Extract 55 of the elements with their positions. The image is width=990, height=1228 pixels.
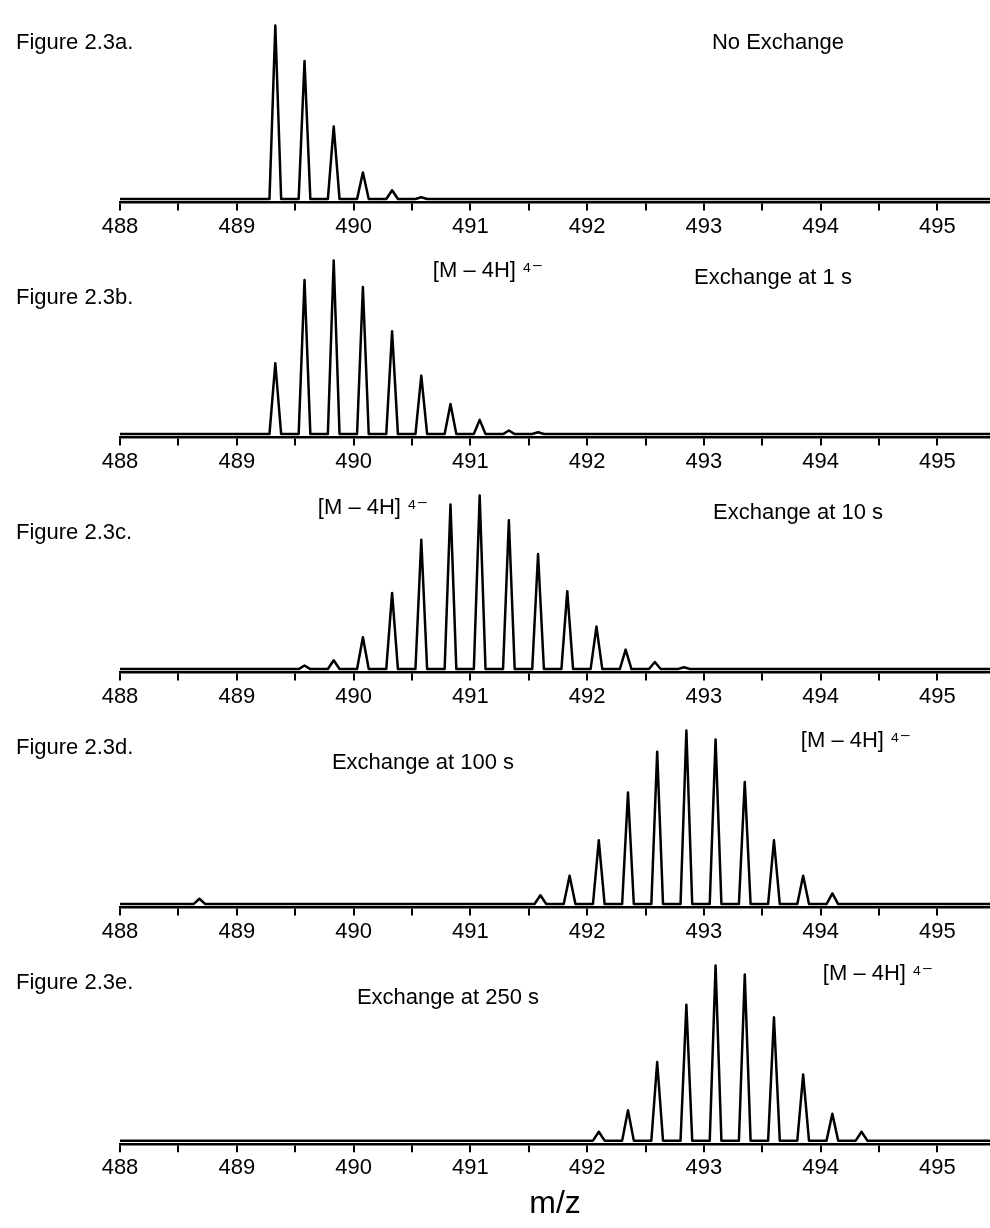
x-axis-title: m/z	[529, 1183, 581, 1220]
chart-subtitle: Exchange at 10 s	[712, 499, 884, 525]
x-tick-label: 492	[568, 447, 606, 473]
x-tick-label: 494	[802, 682, 840, 708]
x-tick-label: 490	[335, 447, 372, 473]
x-tick-label: 493	[685, 212, 723, 238]
annotation: [M – 4H] ⁴⁻	[432, 257, 544, 283]
x-tick-label: 492	[568, 917, 606, 943]
x-tick-label: 491	[451, 917, 489, 943]
text: Exchange at 100 s	[331, 749, 515, 775]
chart-subtitle: Exchange at 1 s	[694, 264, 852, 290]
annotation: [M – 4H] ⁴⁻	[822, 960, 934, 986]
x-tick-label: 495	[919, 917, 956, 943]
x-tick-label: 488	[101, 447, 139, 473]
x-tick-label: 489	[218, 447, 256, 473]
x-tick-label: 491	[451, 1154, 489, 1180]
x-tick-label: 489	[218, 917, 256, 943]
chart-title: Figure 2.3d.	[16, 734, 134, 760]
x-tick-label: 495	[919, 212, 956, 238]
chart-title: Figure 2.3e.	[16, 969, 134, 995]
x-tick-label: 490	[335, 212, 372, 238]
x-tick-label: 495	[919, 682, 956, 708]
x-tick-label: 490	[335, 917, 372, 943]
x-tick-label: 495	[919, 447, 956, 473]
chart-subtitle: No Exchange	[711, 29, 845, 55]
x-tick-label: 494	[802, 1154, 840, 1180]
x-tick-label: 489	[218, 682, 256, 708]
x-tick-label: 491	[451, 212, 489, 238]
x-tick-label: 489	[218, 1154, 256, 1180]
x-tick-label: 488	[101, 917, 139, 943]
x-tick-label: 492	[568, 1154, 606, 1180]
x-tick-label: 491	[451, 447, 489, 473]
x-tick-label: 495	[919, 1154, 956, 1180]
text: Exchange at 250 s	[356, 984, 540, 1010]
x-tick-label: 492	[568, 682, 606, 708]
x-tick-label: 494	[802, 212, 840, 238]
x-tick-label: 492	[568, 212, 606, 238]
x-tick-label: 494	[802, 917, 840, 943]
annotation: [M – 4H] ⁴⁻	[317, 494, 429, 520]
x-tick-label: 490	[335, 682, 372, 708]
x-tick-label: 493	[685, 447, 723, 473]
x-tick-label: 490	[335, 1154, 372, 1180]
x-tick-label: 488	[101, 212, 139, 238]
text: Figure 2.3b.	[16, 284, 134, 310]
x-tick-label: 488	[101, 682, 139, 708]
annotation: [M – 4H] ⁴⁻	[800, 727, 912, 753]
x-tick-label: 493	[685, 917, 723, 943]
x-tick-label: 488	[101, 1154, 139, 1180]
x-tick-label: 494	[802, 447, 840, 473]
x-tick-label: 491	[451, 682, 489, 708]
x-tick-label: 489	[218, 212, 256, 238]
text: Figure 2.3c.	[16, 519, 133, 545]
x-tick-label: 493	[685, 1154, 723, 1180]
x-tick-label: 493	[685, 682, 723, 708]
chart-title: Figure 2.3a.	[16, 29, 134, 55]
